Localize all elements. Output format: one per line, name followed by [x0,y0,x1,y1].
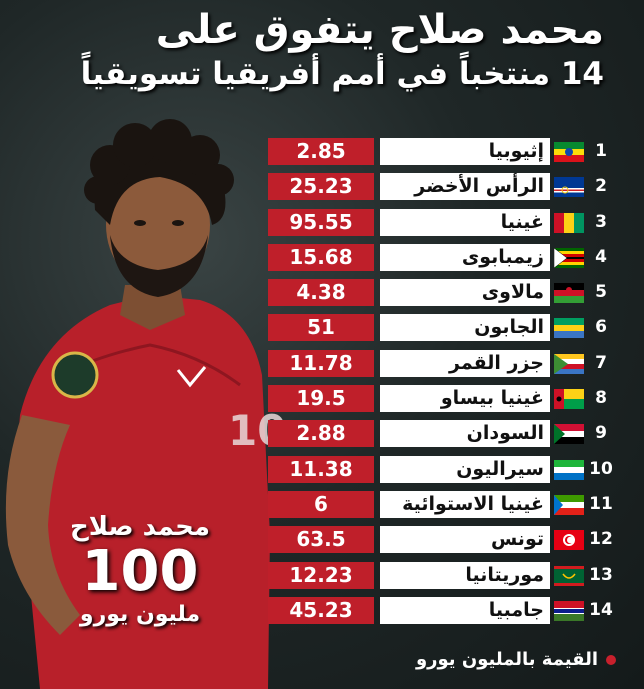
row-country: موريتانيا [380,561,550,589]
row-value: 11.38 [268,455,374,483]
bullet-icon [606,655,616,665]
salah-unit: مليون يورو [79,602,201,627]
row-country: السودان [380,420,550,448]
table-row: 63.5 تونس 12 [268,526,618,554]
row-value: 63.5 [268,526,374,554]
zimbabwe-flag-icon [554,247,584,268]
sudan-flag-icon [554,424,584,445]
row-country: جامبيا [380,596,550,624]
malawi-flag-icon [554,283,584,304]
row-country: غينيا الاستوائية [380,490,550,518]
row-rank: 14 [589,599,613,620]
salah-name: محمد صلاح [70,512,210,542]
ethiopia-flag-icon [554,142,584,162]
row-rank: 5 [595,282,607,303]
player-illustration: 10 [5,119,286,689]
row-value: 19.5 [268,385,374,413]
table-row: 95.55 غينيا 3 [268,208,618,236]
gabon-flag-icon [554,318,584,339]
table-row: 2.88 السودان 9 [268,420,618,448]
row-rank: 4 [595,246,607,267]
row-rank: 7 [595,352,607,373]
player-arm [5,415,80,635]
row-value: 11.78 [268,349,374,377]
equatorial-guinea-flag-icon [554,494,584,515]
row-rank: 3 [595,211,607,232]
salah-value: 100 [81,539,199,604]
afcon-badge [51,351,99,399]
salah-value-block: محمد صلاح 100 مليون يورو [50,512,230,628]
table-row: 11.38 سيراليون 10 [268,455,618,483]
row-value: 6 [268,490,374,518]
gambia-flag-icon [554,600,584,621]
row-rank: 11 [589,493,613,514]
row-country: سيراليون [380,455,550,483]
table-row: 19.5 غينيا بيساو 8 [268,385,618,413]
row-rank: 1 [595,141,607,161]
row-country: الرأس الأخضر [380,173,550,201]
headline-line-1: محمد صلاح يتفوق على [155,7,604,53]
footer-text: القيمة بالمليون يورو [415,649,598,670]
row-rank: 2 [595,176,607,197]
row-value: 2.85 [268,138,374,165]
row-country: جزر القمر [380,349,550,377]
row-value: 2.88 [268,420,374,448]
row-country: غينيا [380,208,550,236]
row-country: مالاوى [380,279,550,307]
row-rank: 13 [589,564,613,585]
row-rank: 9 [595,423,607,444]
table-row: 45.23 جامبيا 14 [268,596,618,624]
tunisia-flag-icon [554,530,584,551]
table-row: 12.23 موريتانيا 13 [268,561,618,589]
table-row: 2.85 إثيوبيا 1 [268,138,618,165]
player-beard [110,235,208,297]
row-country: زيمبابوى [380,243,550,271]
row-value: 4.38 [268,279,374,307]
row-rank: 12 [589,529,613,550]
row-country: الجابون [380,314,550,342]
row-value: 45.23 [268,596,374,624]
row-rank: 8 [595,388,607,409]
row-value: 25.23 [268,173,374,201]
table-row: 25.23 الرأس الأخضر 2 [268,173,618,201]
row-value: 51 [268,314,374,342]
row-country: تونس [380,526,550,554]
table-row: 15.68 زيمبابوى 4 [268,243,618,271]
cape-verde-flag-icon [554,177,584,198]
row-rank: 6 [595,317,607,338]
table-row: 11.78 جزر القمر 7 [268,349,618,377]
ranking-table: 2.85 إثيوبيا 1 25.23 الرأس الأخضر 2 95.55 غينيا… [268,138,618,632]
row-country: غينيا بيساو [380,385,550,413]
guinea-bissau-flag-icon [554,389,584,410]
row-rank: 10 [589,458,613,479]
table-row: 4.38 مالاوى 5 [268,279,618,307]
brand-logo [176,366,207,388]
row-value: 12.23 [268,561,374,589]
row-value: 95.55 [268,208,374,236]
guinea-flag-icon [554,212,584,233]
sierra-leone-flag-icon [554,459,584,480]
row-value: 15.68 [268,243,374,271]
comoros-flag-icon [554,353,584,374]
footer-note: القيمة بالمليون يورو [416,649,616,670]
player-face [106,163,210,287]
table-row: 6 غينيا الاستوائية 11 [268,490,618,518]
headline: محمد صلاح يتفوق على 14 منتخباً في أمم أف… [44,6,604,94]
table-row: 51 الجابون 6 [268,314,618,342]
player-shirt [16,295,270,689]
row-country: إثيوبيا [380,138,550,165]
headline-line-2: 14 منتخباً في أمم أفريقيا تسويقياً [80,56,604,92]
mauritania-flag-icon [554,565,584,586]
